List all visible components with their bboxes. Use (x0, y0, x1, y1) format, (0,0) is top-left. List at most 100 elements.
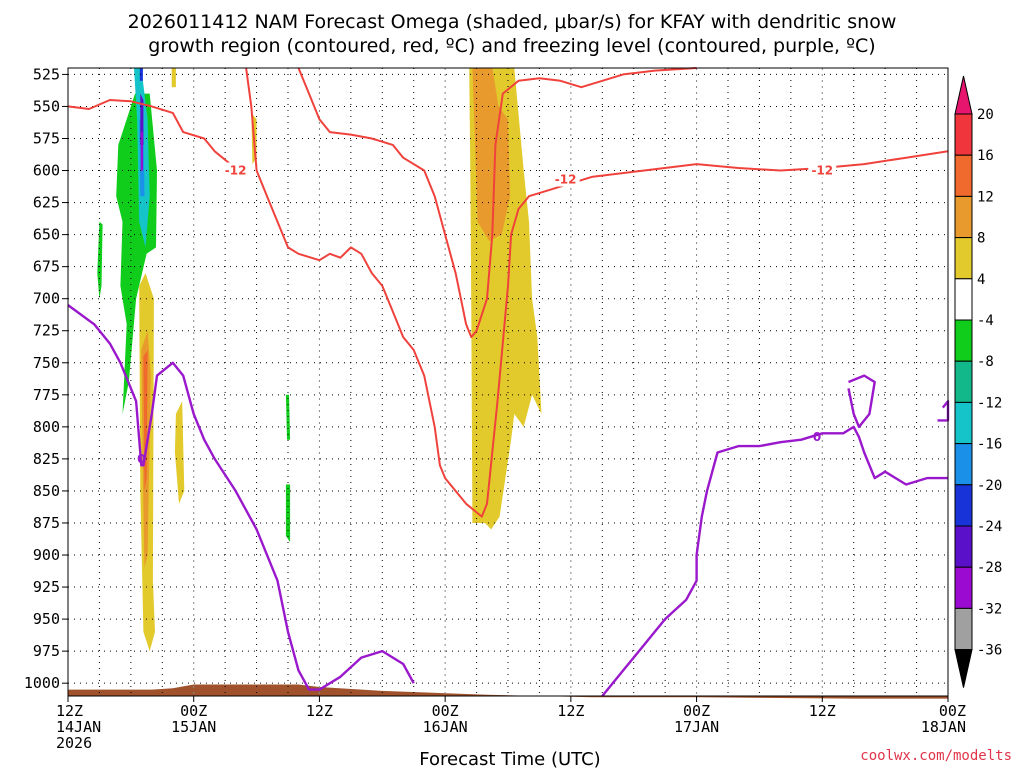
x-axis-label: Forecast Time (UTC) (419, 749, 600, 768)
x-tick-date: 18JAN (921, 718, 966, 736)
colorbar-segment (954, 113, 973, 156)
dgz-contour-line (297, 67, 697, 339)
colorbar-label: 8 (977, 231, 985, 247)
colorbar-label: -4 (977, 313, 994, 329)
y-tick-label: 825 (33, 450, 60, 468)
x-tick-time: 12Z (557, 702, 584, 720)
y-tick-label: 950 (33, 610, 60, 628)
omega-area (174, 401, 185, 504)
freezing-contour-label: 0 (137, 452, 145, 466)
colorbar-segment (954, 195, 973, 239)
colorbar-label: 16 (977, 148, 994, 164)
freezing-contour-line (937, 400, 950, 422)
colorbar-label: 4 (977, 272, 985, 288)
x-tick-time: 00Z (180, 702, 207, 720)
colorbar-segment (954, 401, 973, 445)
colorbar-label: -28 (977, 560, 1002, 576)
freezing-contour-line (67, 304, 415, 691)
colorbar-segment (954, 278, 973, 321)
y-tick-label: 725 (33, 322, 60, 340)
omega-area (97, 221, 103, 299)
colorbar-label: -36 (977, 643, 1002, 659)
x-tick-date: 17JAN (674, 718, 719, 736)
colorbar-label: 20 (977, 107, 994, 123)
dgz-contour-label: -12 (811, 164, 833, 178)
y-tick-label: 750 (33, 354, 60, 372)
colorbar-segment (954, 525, 973, 568)
x-tick-time: 00Z (939, 702, 966, 720)
y-axis-ticks: 525 550 575 600 625 650 675 700 725 750 775 800 825 8… (24, 65, 68, 692)
y-tick-label: 600 (33, 162, 60, 180)
omega-area (285, 484, 291, 543)
omega-area (139, 68, 143, 81)
dgz-contour-label: -12 (225, 164, 247, 178)
freezing-contour-label: 0 (813, 430, 821, 444)
contour-label-bg (221, 162, 250, 178)
x-tick-time: 12Z (56, 702, 83, 720)
colorbar-segment (954, 566, 973, 609)
colorbar-segment (954, 360, 973, 403)
colorbar-segment (954, 443, 973, 486)
terrain-layer (68, 684, 948, 699)
freezing-contour-line (847, 374, 876, 429)
freezing-contour-line (601, 425, 948, 697)
colorbar-segment (954, 319, 973, 362)
colorbar-top-arrow (954, 75, 973, 115)
dgz-contours: -12 -12 -12 (67, 67, 949, 518)
y-tick-label: 925 (33, 578, 60, 596)
y-tick-label: 800 (33, 418, 60, 436)
dgz-contour-line (245, 67, 949, 518)
colorbar-label: -20 (977, 478, 1002, 494)
contour-label-bg (808, 162, 837, 178)
colorbar-label: -24 (977, 519, 1002, 535)
omega-area (140, 132, 143, 171)
colorbar-label: 12 (977, 189, 994, 205)
omega-area (285, 394, 291, 440)
y-tick-label: 675 (33, 258, 60, 276)
y-tick-label: 1000 (24, 674, 60, 692)
title-line-2: growth region (contoured, red, ºC) and f… (148, 35, 875, 57)
y-tick-label: 775 (33, 386, 60, 404)
x-tick-time: 12Z (306, 702, 333, 720)
y-tick-label: 525 (33, 65, 60, 83)
x-tick-time: 12Z (809, 702, 836, 720)
dgz-contour-line (67, 99, 232, 165)
x-tick-date: 15JAN (171, 718, 216, 736)
colorbar-bottom-arrow (954, 649, 973, 688)
y-tick-label: 550 (33, 97, 60, 115)
colorbar-label: -8 (977, 354, 994, 370)
x-tick-time: 00Z (432, 702, 459, 720)
y-tick-label: 875 (33, 514, 60, 532)
y-tick-label: 850 (33, 482, 60, 500)
y-tick-label: 575 (33, 129, 60, 147)
y-tick-label: 650 (33, 226, 60, 244)
freezing-level-contours: 00 (67, 304, 950, 697)
omega-area (171, 68, 176, 88)
plot-frame (67, 67, 949, 697)
colorbar-label: -12 (977, 395, 1002, 411)
x-tick-date: 14JAN (56, 718, 101, 736)
y-tick-label: 625 (33, 194, 60, 212)
colorbar-segment (954, 154, 973, 197)
colorbar-label: -16 (977, 437, 1002, 453)
colorbar-segment (954, 484, 973, 527)
title-line-1: 2026011412 NAM Forecast Omega (shaded, μ… (128, 11, 897, 33)
credit-link[interactable]: coolwx.com/modelts (860, 748, 1012, 764)
x-tick-time: 00Z (683, 702, 710, 720)
x-tick-year: 2026 (56, 734, 92, 752)
y-tick-label: 975 (33, 642, 60, 660)
colorbar-segment (954, 607, 973, 651)
y-tick-label: 900 (33, 546, 60, 564)
dgz-contour-label: -12 (555, 173, 577, 187)
colorbar-label: -32 (977, 601, 1002, 617)
contour-label-bg (551, 171, 580, 187)
colorbar-segment (954, 237, 973, 280)
omega-area (140, 93, 144, 145)
terrain-area (68, 684, 948, 699)
x-tick-date: 16JAN (423, 718, 468, 736)
colorbar: 20 16 12 8 4 -4 -8 -12 -16 -20 -24 -28 -32 -36 (954, 75, 1002, 688)
omega-shading (97, 68, 542, 652)
y-tick-label: 700 (33, 290, 60, 308)
